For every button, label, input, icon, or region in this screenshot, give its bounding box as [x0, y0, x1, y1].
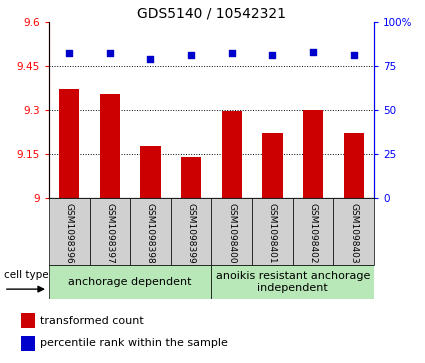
Title: GDS5140 / 10542321: GDS5140 / 10542321 — [137, 7, 286, 21]
Bar — [293, 198, 333, 265]
Text: GSM1098399: GSM1098399 — [187, 203, 196, 264]
Point — [147, 56, 154, 62]
Bar — [171, 198, 211, 265]
Text: GSM1098398: GSM1098398 — [146, 203, 155, 264]
Text: anoikis resistant anchorage
independent: anoikis resistant anchorage independent — [215, 272, 370, 293]
Text: GSM1098403: GSM1098403 — [349, 203, 358, 264]
Bar — [343, 133, 364, 198]
Bar — [130, 198, 171, 265]
Bar — [140, 147, 161, 198]
Bar — [49, 265, 211, 299]
Point — [106, 50, 113, 56]
Point — [310, 49, 317, 54]
Text: percentile rank within the sample: percentile rank within the sample — [40, 338, 228, 348]
Text: GSM1098402: GSM1098402 — [309, 203, 317, 264]
Text: GSM1098397: GSM1098397 — [105, 203, 114, 264]
Bar — [21, 336, 34, 351]
Bar — [100, 94, 120, 198]
Bar — [303, 110, 323, 198]
Bar — [211, 198, 252, 265]
Bar — [90, 198, 130, 265]
Bar — [59, 89, 79, 198]
Bar — [262, 133, 283, 198]
Text: cell type: cell type — [4, 270, 48, 280]
Point — [350, 52, 357, 58]
Point — [188, 52, 195, 58]
Text: anchorage dependent: anchorage dependent — [68, 277, 192, 287]
Bar — [21, 313, 34, 329]
Point — [228, 50, 235, 56]
Text: GSM1098401: GSM1098401 — [268, 203, 277, 264]
Bar — [181, 157, 201, 198]
Bar — [333, 198, 374, 265]
Text: transformed count: transformed count — [40, 316, 144, 326]
Bar — [211, 265, 374, 299]
Point — [66, 50, 73, 56]
Point — [269, 52, 276, 58]
Text: GSM1098400: GSM1098400 — [227, 203, 236, 264]
Bar — [252, 198, 293, 265]
Bar — [49, 198, 90, 265]
Bar — [221, 111, 242, 198]
Text: GSM1098396: GSM1098396 — [65, 203, 74, 264]
